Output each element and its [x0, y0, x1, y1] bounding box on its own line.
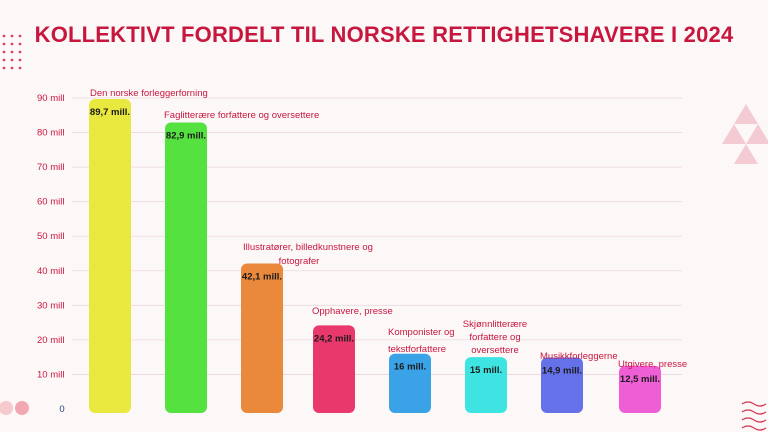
bar [619, 365, 661, 413]
category-label: tekstforfattere [388, 344, 446, 355]
data-label: 42,1 mill. [242, 272, 282, 283]
circle-decoration [0, 401, 29, 415]
dot [2, 58, 6, 62]
bar [465, 357, 507, 413]
y-tick-label: 50 mill [37, 231, 64, 242]
data-label: 14,9 mill. [542, 366, 582, 377]
dot [18, 58, 22, 62]
dot [10, 42, 14, 46]
category-label: Illustratører, billedkunstnere og [243, 242, 373, 253]
bar [241, 263, 283, 413]
bar [165, 122, 207, 413]
bar [541, 357, 583, 413]
decorations [0, 34, 768, 431]
category-label: fotografer [279, 256, 320, 267]
data-label: 12,5 mill. [620, 374, 660, 385]
category-label: Opphavere, presse [312, 306, 393, 317]
category-label: forfattere og [469, 332, 520, 343]
y-tick-label: 0 [59, 404, 64, 415]
dot [10, 34, 14, 38]
y-axis: 0 10 mill 20 mill 30 mill 40 mill 50 mill 60 m… [37, 93, 65, 415]
category-label: Utgivere, presse [618, 359, 687, 370]
y-tick-label: 10 mill [37, 369, 64, 380]
dot [18, 66, 22, 70]
dot [18, 34, 22, 38]
category-labels: Den norske forleggerforning Faglitterære … [90, 88, 687, 370]
wave-decoration [741, 401, 767, 431]
y-tick-label: 60 mill [37, 197, 64, 208]
data-labels: 89,7 mill. 82,9 mill. 42,1 mill. 24,2 mill.… [90, 107, 660, 385]
y-tick-label: 90 mill [37, 93, 64, 104]
bar [313, 325, 355, 413]
bar [89, 99, 131, 413]
data-label: 89,7 mill. [90, 107, 130, 118]
data-label: 15 mill. [470, 365, 502, 376]
category-label: Musikkforleggerne [540, 351, 618, 362]
bars [89, 99, 661, 413]
dot [10, 50, 14, 54]
category-label: oversettere [471, 345, 519, 356]
category-label: Den norske forleggerforning [90, 88, 208, 99]
dot [18, 50, 22, 54]
data-label: 24,2 mill. [314, 333, 354, 344]
y-tick-label: 40 mill [37, 266, 64, 277]
category-label: Skjønnlitterære [463, 319, 527, 330]
bar [389, 353, 431, 413]
y-tick-label: 30 mill [37, 300, 64, 311]
y-tick-label: 70 mill [37, 162, 64, 173]
dot [10, 58, 14, 62]
dot [2, 42, 6, 46]
gridlines [72, 97, 682, 375]
data-label: 16 mill. [394, 362, 426, 373]
dot [2, 34, 6, 38]
dot [10, 66, 14, 70]
dot [2, 66, 6, 70]
chart-title: KOLLEKTIVT FORDELT TIL NORSKE RETTIGHETS… [34, 22, 734, 47]
y-tick-label: 80 mill [37, 128, 64, 139]
y-tick-label: 20 mill [37, 335, 64, 346]
data-label: 82,9 mill. [166, 131, 206, 142]
dot-pattern-decoration [2, 34, 22, 70]
triangle-pattern-decoration [722, 104, 768, 164]
dot [2, 50, 6, 54]
category-label: Komponister og [388, 327, 455, 338]
dot [18, 42, 22, 46]
category-label: Faglitterære forfattere og oversettere [164, 110, 319, 121]
